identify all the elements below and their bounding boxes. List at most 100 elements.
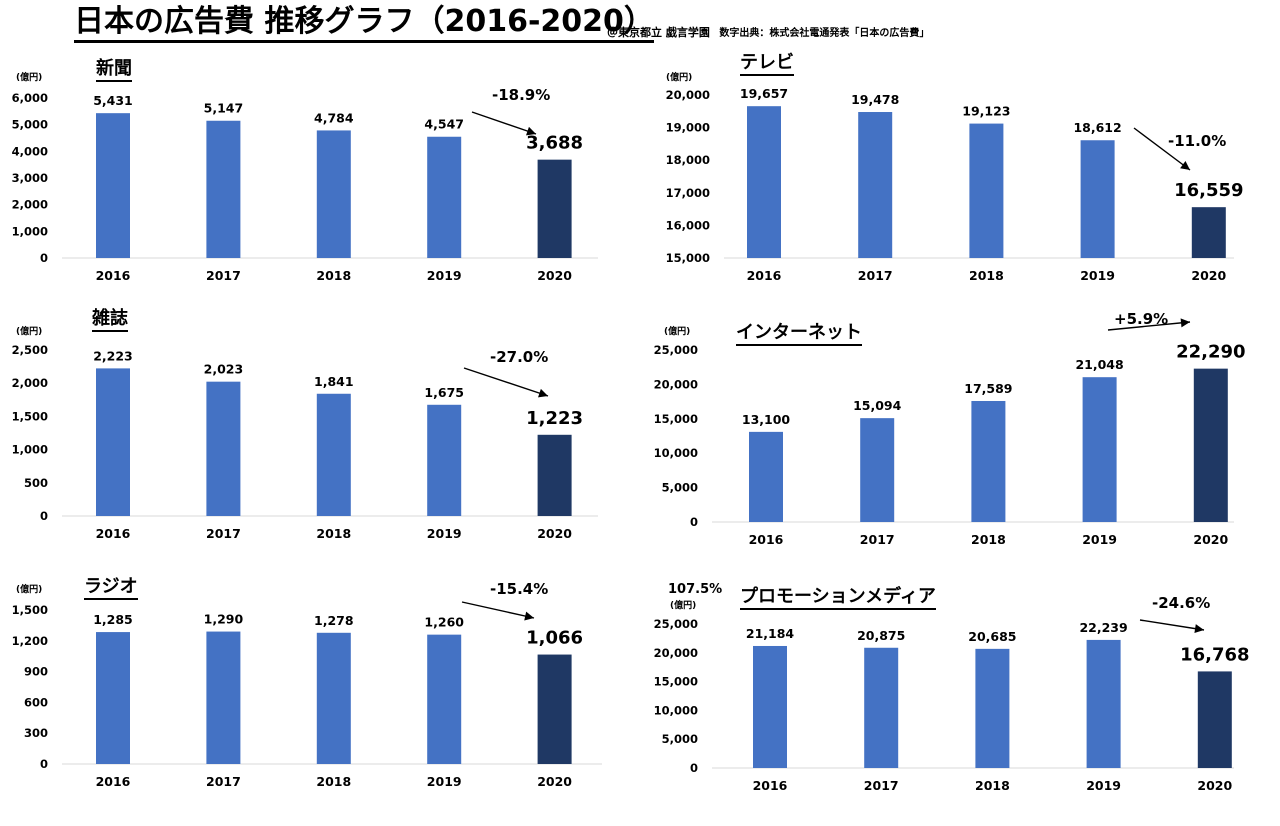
bar-2018	[969, 123, 1004, 258]
x-tick-label: 2019	[1082, 532, 1117, 547]
data-label: 1,290	[204, 612, 244, 627]
bar-2019	[1082, 377, 1117, 522]
bar-2018	[316, 632, 351, 764]
y-tick-label: 20,000	[654, 646, 698, 660]
data-label: 15,094	[853, 398, 902, 413]
x-tick-label: 2016	[96, 268, 131, 283]
chart-panel-internet: インターネット (億円) 0 5,000 10,000 15,000 20,000 25,…	[640, 310, 1280, 568]
x-tick-label: 2019	[427, 526, 462, 541]
y-tick-label: 0	[40, 509, 48, 523]
credit-line: ＠東京都立 戯言学園 数字出典：株式会社電通発表「日本の広告費」	[607, 24, 929, 40]
data-label: 20,875	[857, 628, 905, 643]
x-tick-label: 2017	[206, 526, 241, 541]
y-tick-label: 1,500	[12, 409, 48, 423]
unit-label: (億円)	[670, 601, 697, 611]
chart-title: 新聞	[96, 58, 132, 82]
y-tick-label: 5,000	[662, 481, 698, 495]
data-label: 1,285	[93, 612, 133, 627]
x-tick-label: 2019	[427, 774, 462, 789]
bar-2017	[206, 120, 241, 258]
chart-title: テレビ	[740, 52, 794, 76]
x-tick-label: 2018	[316, 526, 351, 541]
bar-chart: 15,000 16,000 17,000 18,000 19,000 20,000 19,6…	[666, 86, 1244, 283]
change-arrow-head	[538, 388, 548, 398]
bar-chart: 0 1,000 2,000 3,000 4,000 5,000 6,000 5,431 2016…	[12, 91, 598, 283]
bar-2018	[316, 130, 351, 258]
x-tick-label: 2016	[96, 774, 131, 789]
chart-title: ラジオ	[84, 576, 138, 600]
y-tick-label: 15,000	[654, 412, 698, 426]
y-tick-label: 18,000	[666, 153, 710, 167]
data-label: 19,657	[740, 86, 788, 101]
x-tick-label: 2017	[206, 774, 241, 789]
growth-note: 107.5%	[668, 582, 723, 597]
x-tick-label: 2016	[753, 778, 788, 793]
bar-2019	[427, 404, 462, 516]
chart-panel-radio: ラジオ (億円) 0 300 600 900 1,200 1,500 1,285 2016 1,…	[0, 568, 640, 826]
bar-2016	[753, 645, 787, 768]
x-tick-label: 2016	[749, 532, 784, 547]
change-label: -15.4%	[490, 580, 549, 598]
change-arrow	[461, 601, 535, 619]
x-tick-label: 2020	[1193, 532, 1228, 547]
bar-chart: 0 5,000 10,000 15,000 20,000 25,000 21,184 2016…	[654, 617, 1250, 793]
change-label: +5.9%	[1114, 310, 1169, 328]
y-tick-label: 10,000	[654, 446, 698, 460]
x-tick-label: 2018	[969, 268, 1004, 283]
data-label: 1,278	[314, 613, 354, 628]
unit-label: (億円)	[16, 585, 43, 595]
y-tick-label: 1,000	[12, 224, 48, 238]
change-label: -24.6%	[1152, 594, 1211, 612]
y-tick-label: 5,000	[662, 732, 698, 746]
y-tick-label: 1,500	[12, 603, 48, 617]
data-label: 5,147	[204, 101, 244, 116]
y-tick-label: 2,000	[12, 376, 48, 390]
bar-2016	[96, 632, 130, 764]
data-label: 1,223	[526, 408, 583, 429]
change-arrow-head	[1194, 624, 1204, 634]
data-label: 5,431	[93, 93, 133, 108]
x-tick-label: 2018	[316, 774, 351, 789]
bar-2019	[427, 634, 462, 764]
y-tick-label: 16,000	[666, 218, 710, 232]
data-label: 22,290	[1176, 342, 1245, 363]
bar-2017	[864, 647, 899, 768]
data-label: 1,066	[526, 628, 583, 649]
change-arrow	[471, 111, 537, 135]
x-tick-label: 2020	[537, 774, 572, 789]
data-label: 4,784	[314, 110, 354, 125]
y-tick-label: 5,000	[12, 118, 48, 132]
y-tick-label: 6,000	[12, 91, 48, 105]
x-tick-label: 2018	[316, 268, 351, 283]
bar-2020	[537, 159, 572, 258]
x-tick-label: 2018	[971, 532, 1006, 547]
y-tick-label: 600	[24, 695, 48, 709]
x-tick-label: 2017	[858, 268, 893, 283]
y-tick-label: 17,000	[666, 186, 710, 200]
y-tick-label: 10,000	[654, 703, 698, 717]
y-tick-label: 0	[690, 515, 698, 529]
bar-2018	[975, 648, 1010, 768]
bar-2018	[316, 393, 351, 516]
bar-2019	[427, 136, 462, 258]
y-tick-label: 2,000	[12, 198, 48, 212]
y-tick-label: 3,000	[12, 171, 48, 185]
y-tick-label: 0	[40, 757, 48, 771]
y-tick-label: 25,000	[654, 343, 698, 357]
x-tick-label: 2019	[427, 268, 462, 283]
bar-2020	[537, 434, 572, 516]
x-tick-label: 2016	[747, 268, 782, 283]
bar-chart: 0 300 600 900 1,200 1,500 1,285 2016 1,290 2017 1,…	[12, 601, 602, 789]
x-tick-label: 2020	[1197, 778, 1232, 793]
bar-2019	[1080, 140, 1115, 258]
change-label: -27.0%	[490, 348, 549, 366]
bar-2016	[749, 431, 783, 522]
data-label: 22,239	[1079, 620, 1127, 635]
bar-2017	[206, 381, 241, 516]
y-tick-label: 19,000	[666, 121, 710, 135]
x-tick-label: 2017	[206, 268, 241, 283]
data-label: 19,123	[962, 104, 1010, 119]
data-label: 1,841	[314, 374, 354, 389]
data-label: 17,589	[964, 381, 1012, 396]
change-arrow	[1107, 321, 1191, 331]
